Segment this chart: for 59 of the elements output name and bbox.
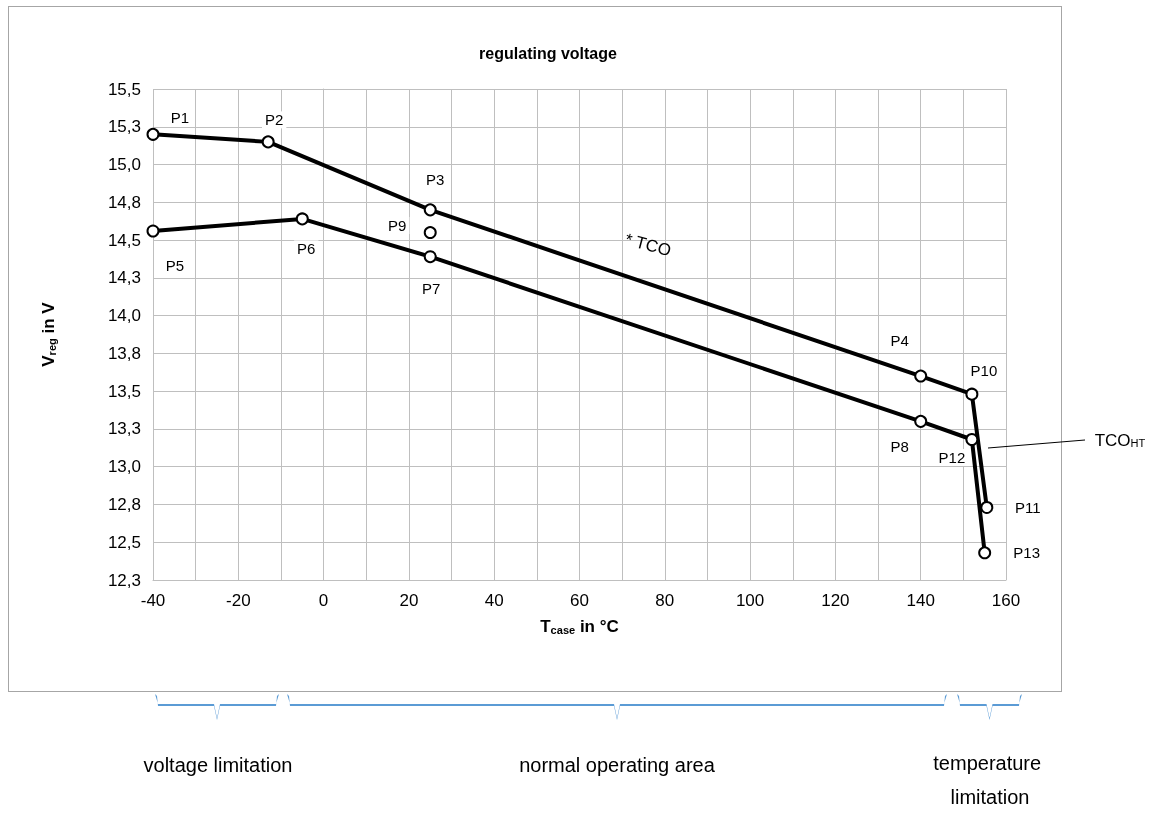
x-axis-title: Tcase in °C: [540, 617, 619, 636]
y-tick-label: 15,5: [107, 79, 141, 99]
annotation: P11: [1015, 498, 1041, 516]
x-tick-label: 60: [570, 591, 589, 610]
annotation: P5: [165, 256, 185, 274]
x-tick-label: 20: [399, 591, 419, 610]
y-tick-label: 15,3: [107, 117, 141, 137]
annotation: P4: [890, 331, 909, 349]
y-tick-label: 15,0: [107, 155, 141, 175]
annotation: P9: [388, 217, 407, 235]
point: [146, 127, 160, 141]
point: [423, 226, 437, 240]
annotation: P3: [426, 171, 445, 189]
y-tick-label: 14,3: [107, 268, 141, 288]
annotation: P8: [890, 437, 909, 455]
x-tick-label: 80: [655, 591, 675, 610]
text: normal operating area: [519, 754, 716, 776]
annotation: P1: [170, 108, 190, 126]
point: [978, 546, 992, 560]
annotation: P12: [938, 449, 966, 466]
x-tick-label: 40: [484, 591, 504, 610]
x-tick-label: -40: [140, 591, 166, 610]
y-tick-label: 14,5: [107, 230, 141, 250]
annotation: * TCO: [622, 229, 674, 261]
y-tick-label: 13,3: [107, 419, 141, 439]
point: [261, 135, 275, 149]
y-tick-label: 12,8: [107, 494, 141, 514]
x-tick-label: 140: [906, 591, 935, 610]
text: temperature limitation: [933, 752, 1047, 808]
x-tick-label: -20: [226, 591, 251, 610]
text: TCOHT: [1094, 430, 1146, 450]
point: [914, 369, 928, 383]
x-tick-label: 120: [821, 591, 850, 610]
x-tick-label: 0: [318, 591, 329, 610]
annotation: P6: [297, 240, 316, 258]
annotation: P13: [1013, 544, 1041, 562]
y-tick-label: 12,5: [107, 532, 141, 552]
annotation: P10: [970, 361, 998, 379]
point: [965, 433, 979, 446]
point: [423, 250, 437, 264]
chart-title: regulating voltage: [479, 44, 617, 62]
y-tick-label: 13,5: [107, 381, 141, 401]
point: [146, 224, 160, 238]
point: [914, 414, 928, 428]
y-tick-label: 12,3: [107, 570, 141, 590]
point: [965, 387, 979, 401]
y-tick-label: 13,8: [107, 343, 141, 363]
annotation: P2: [264, 111, 284, 129]
point: [980, 500, 994, 514]
point: [423, 203, 437, 217]
y-axis-title: Vreg in V: [39, 301, 58, 367]
y-tick-label: 14,0: [107, 306, 141, 326]
x-tick-label: 100: [735, 591, 765, 610]
y-tick-label: 14,8: [107, 192, 141, 212]
y-tick-label: 13,0: [107, 457, 141, 477]
annotation: P7: [422, 280, 441, 298]
x-tick-label: 160: [991, 591, 1021, 610]
text: voltage limitation: [143, 754, 293, 776]
point: [295, 212, 309, 226]
